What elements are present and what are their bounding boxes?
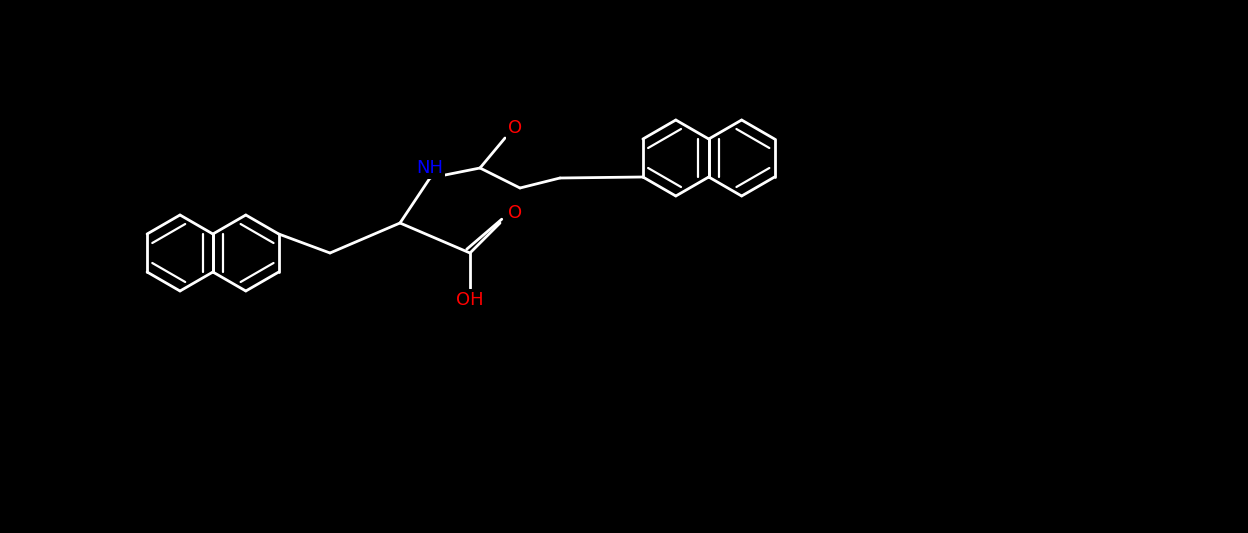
Text: O: O (508, 119, 522, 137)
Text: O: O (508, 204, 522, 222)
Text: NH: NH (417, 159, 443, 177)
Text: OH: OH (457, 291, 484, 309)
